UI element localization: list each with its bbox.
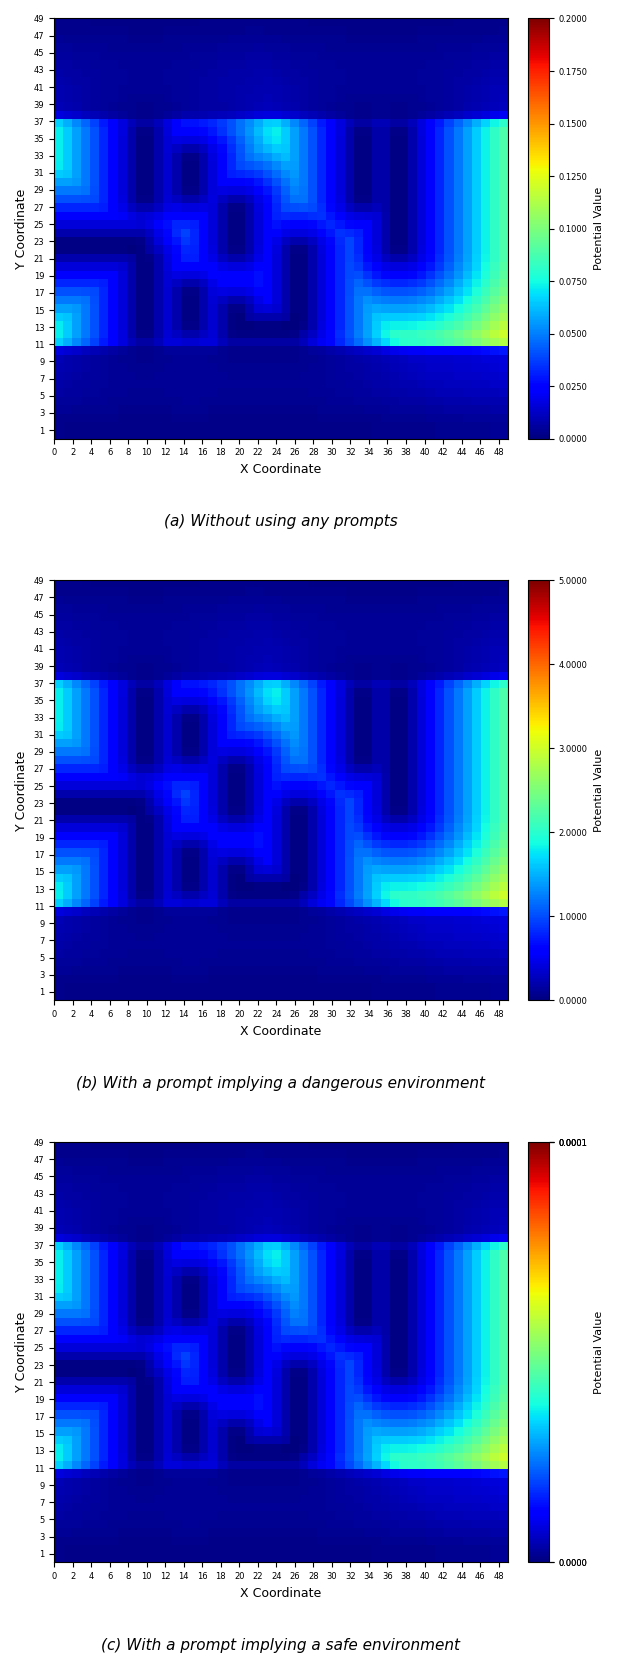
X-axis label: X Coordinate: X Coordinate xyxy=(240,1024,321,1038)
X-axis label: X Coordinate: X Coordinate xyxy=(240,463,321,476)
Y-axis label: Potential Value: Potential Value xyxy=(595,1311,604,1394)
Text: (a) Without using any prompts: (a) Without using any prompts xyxy=(164,515,398,530)
Y-axis label: Potential Value: Potential Value xyxy=(595,188,604,271)
Y-axis label: Y Coordinate: Y Coordinate xyxy=(15,1311,28,1393)
Text: (c) With a prompt implying a safe environment: (c) With a prompt implying a safe enviro… xyxy=(101,1638,460,1653)
Text: (b) With a prompt implying a dangerous environment: (b) With a prompt implying a dangerous e… xyxy=(77,1076,486,1091)
Y-axis label: Y Coordinate: Y Coordinate xyxy=(15,750,28,830)
Y-axis label: Potential Value: Potential Value xyxy=(595,749,604,832)
Y-axis label: Y Coordinate: Y Coordinate xyxy=(15,189,28,269)
X-axis label: X Coordinate: X Coordinate xyxy=(240,1587,321,1600)
